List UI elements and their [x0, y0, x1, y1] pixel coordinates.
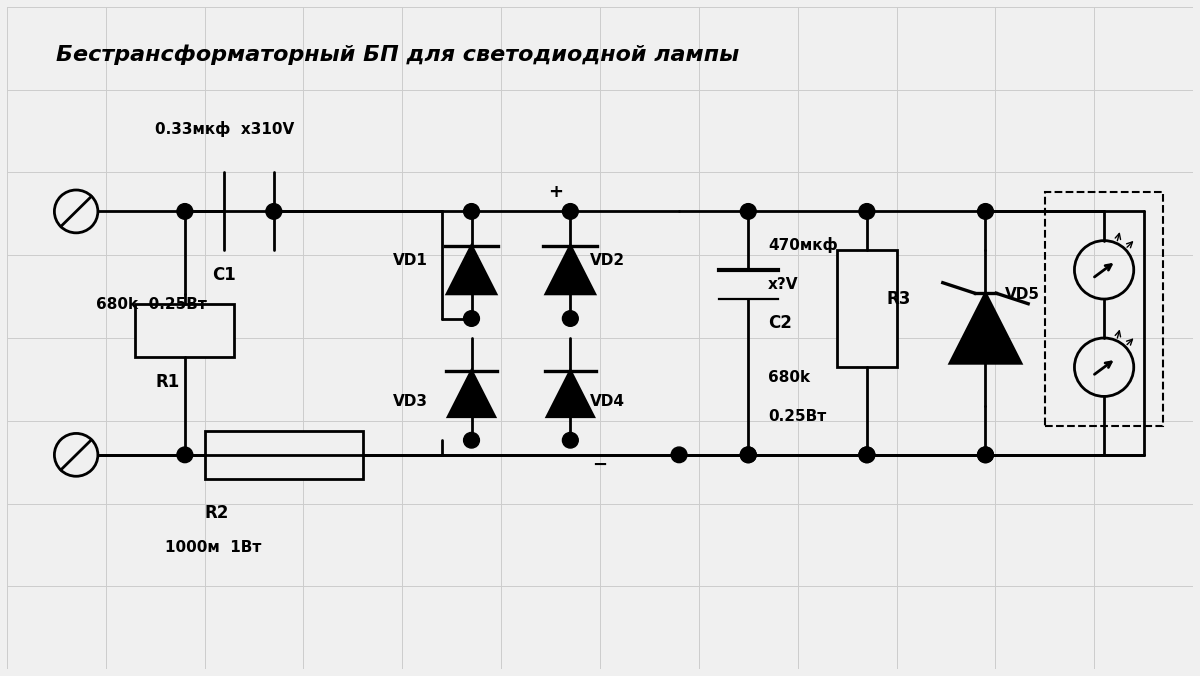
Text: R3: R3: [887, 290, 911, 308]
Circle shape: [463, 203, 480, 219]
Bar: [1045, 192, 1164, 426]
Text: +: +: [548, 183, 563, 201]
Circle shape: [859, 447, 875, 462]
Circle shape: [859, 203, 875, 219]
Text: VD2: VD2: [590, 253, 625, 268]
Circle shape: [463, 433, 480, 448]
Text: 0.33мкф  x310V: 0.33мкф x310V: [155, 120, 294, 137]
Text: x?V: x?V: [768, 277, 798, 292]
Circle shape: [859, 447, 875, 462]
Circle shape: [463, 311, 480, 327]
Circle shape: [266, 203, 282, 219]
Circle shape: [563, 311, 578, 327]
Polygon shape: [950, 293, 1021, 363]
Text: 680k: 680k: [768, 370, 810, 385]
Text: R2: R2: [205, 504, 229, 522]
Text: VD1: VD1: [392, 253, 427, 268]
Circle shape: [563, 433, 578, 448]
Polygon shape: [547, 370, 594, 416]
Bar: [205, 431, 362, 479]
Text: 1000м  1Вт: 1000м 1Вт: [166, 540, 262, 555]
Bar: [838, 250, 896, 367]
Bar: [136, 304, 234, 358]
Circle shape: [740, 203, 756, 219]
Text: 0.25Вт: 0.25Вт: [768, 409, 827, 424]
Circle shape: [671, 447, 686, 462]
Polygon shape: [448, 245, 496, 294]
Circle shape: [176, 447, 193, 462]
Text: 470мкф: 470мкф: [768, 237, 838, 254]
Text: VD5: VD5: [1006, 287, 1040, 302]
Polygon shape: [448, 370, 494, 416]
Circle shape: [978, 447, 994, 462]
Text: Бестрансформаторный БП для светодиодной лампы: Бестрансформаторный БП для светодиодной …: [56, 45, 739, 66]
Circle shape: [740, 447, 756, 462]
Text: R1: R1: [155, 372, 180, 391]
Text: VD4: VD4: [590, 394, 625, 409]
Polygon shape: [546, 245, 595, 294]
Circle shape: [740, 447, 756, 462]
Circle shape: [563, 203, 578, 219]
Text: 680k  0.25Вт: 680k 0.25Вт: [96, 297, 206, 312]
Text: C2: C2: [768, 314, 792, 333]
Circle shape: [978, 203, 994, 219]
Circle shape: [176, 203, 193, 219]
Text: C1: C1: [212, 266, 236, 283]
Text: VD3: VD3: [392, 394, 427, 409]
Text: −: −: [593, 456, 607, 473]
Circle shape: [978, 447, 994, 462]
